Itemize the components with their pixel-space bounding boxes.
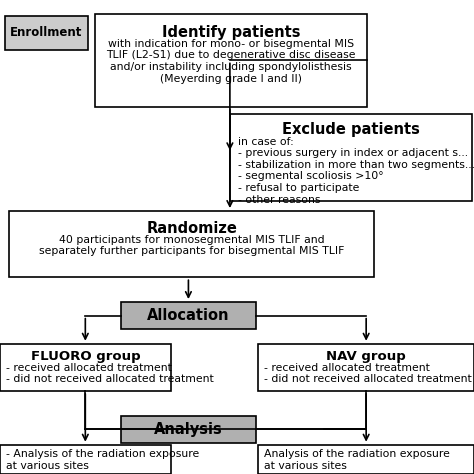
- FancyBboxPatch shape: [230, 114, 472, 201]
- Text: Identify patients: Identify patients: [162, 25, 301, 40]
- FancyBboxPatch shape: [9, 211, 374, 277]
- FancyBboxPatch shape: [121, 416, 256, 443]
- Text: Enrollment: Enrollment: [10, 26, 82, 39]
- FancyBboxPatch shape: [95, 14, 367, 107]
- FancyBboxPatch shape: [121, 302, 256, 329]
- Text: Analysis: Analysis: [154, 422, 223, 437]
- Text: 40 participants for monosegmental MIS TLIF and
separately further participants f: 40 participants for monosegmental MIS TL…: [39, 235, 345, 256]
- Text: - received allocated treatment
- did not received allocated treatment: - received allocated treatment - did not…: [6, 363, 213, 384]
- FancyBboxPatch shape: [5, 16, 88, 50]
- FancyBboxPatch shape: [0, 445, 171, 474]
- Text: NAV group: NAV group: [326, 350, 406, 363]
- Text: in case of:
- previous surgery in index or adjacent s...
- stabilization in more: in case of: - previous surgery in index …: [238, 137, 474, 204]
- FancyBboxPatch shape: [258, 445, 474, 474]
- Text: with indication for mono- or bisegmental MIS
TLIF (L2-S1) due to degenerative di: with indication for mono- or bisegmental…: [106, 39, 356, 84]
- Text: Allocation: Allocation: [147, 308, 230, 323]
- Text: Analysis of the radiation exposure
at various sites: Analysis of the radiation exposure at va…: [264, 449, 450, 471]
- FancyBboxPatch shape: [258, 344, 474, 391]
- Text: FLUORO group: FLUORO group: [30, 350, 140, 363]
- FancyBboxPatch shape: [0, 344, 171, 391]
- Text: - Analysis of the radiation exposure
at various sites: - Analysis of the radiation exposure at …: [6, 449, 199, 471]
- Text: Exclude patients: Exclude patients: [282, 122, 419, 137]
- Text: - received allocated treatment
- did not received allocated treatment: - received allocated treatment - did not…: [264, 363, 472, 384]
- Text: Randomize: Randomize: [146, 221, 237, 237]
